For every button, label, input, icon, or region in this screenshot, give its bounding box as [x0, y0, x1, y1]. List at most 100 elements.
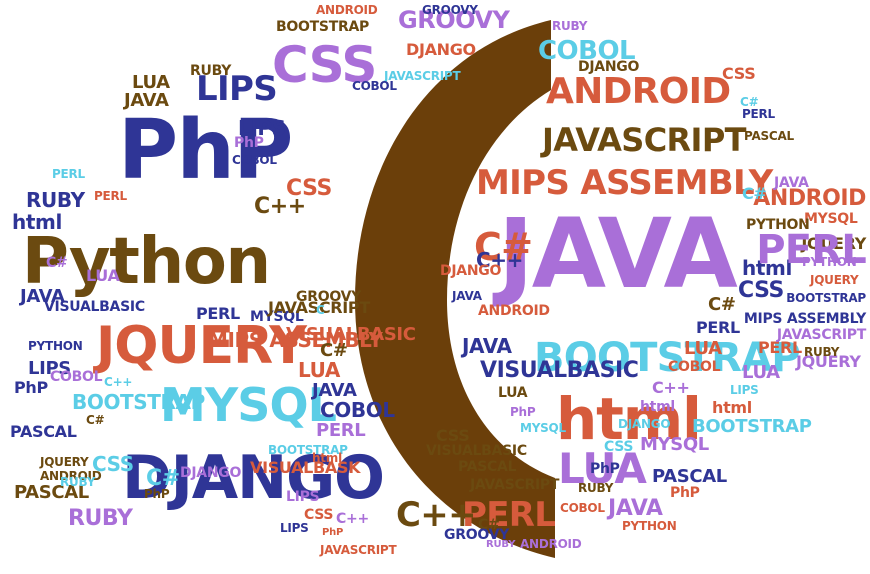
word-css: CSS — [272, 36, 377, 94]
word-javascript: JAVASCRIPT — [470, 477, 560, 493]
word-html: html — [312, 451, 342, 465]
word-groovy: GROOVY — [422, 3, 478, 17]
word-c-: C# — [740, 95, 759, 109]
word-php: PhP — [322, 527, 344, 538]
word-lua: LUA — [742, 362, 780, 383]
word-html: html — [712, 398, 752, 417]
word-javascript: JAVASCRIPT — [268, 298, 370, 317]
word-bootstrap: BOOTSTRAP — [276, 19, 370, 35]
word-cobol: COBOL — [352, 79, 397, 93]
word-c-: C# — [478, 517, 500, 533]
word-lua: LUA — [86, 266, 120, 285]
word-jquery: JQUERY — [810, 273, 859, 287]
word-c-: C++ — [336, 511, 369, 527]
word-android: ANDROID — [520, 537, 582, 551]
word-c-: C++ — [652, 378, 690, 397]
word-php: PhP — [144, 487, 170, 501]
word-java: JAVA — [498, 198, 738, 310]
word-lua: LUA — [132, 72, 170, 93]
word-css: CSS — [304, 507, 334, 523]
word-php: PhP — [118, 103, 293, 198]
word-cobol: COBOL — [560, 501, 605, 515]
word-javascript: JAVASCRIPT — [320, 543, 397, 557]
word-c-: C++ — [476, 248, 523, 272]
word-c-: C# — [46, 255, 68, 271]
word-javascript: JAVASCRIPT — [542, 121, 746, 159]
word-css: CSS — [436, 426, 470, 445]
word-pascal: PASCAL — [652, 466, 727, 487]
word-mips-assembly: MIPS ASSEMBLY — [743, 311, 866, 327]
word-c-: C++ — [104, 375, 133, 389]
word-php: PhP — [670, 485, 700, 501]
word-perl: PERL — [52, 167, 85, 181]
word-android: ANDROID — [546, 71, 731, 112]
word-cobol: COBOL — [668, 359, 721, 375]
word-ruby: RUBY — [486, 539, 516, 550]
word-css: CSS — [92, 452, 134, 476]
word-perl: PERL — [316, 420, 366, 441]
word-lips: LIPS — [280, 521, 309, 535]
word-python: PYTHON — [28, 339, 83, 353]
word-visualbasic: VISUALBASIC — [426, 443, 527, 459]
word-ruby: RUBY — [60, 475, 96, 489]
word-ruby: RUBY — [190, 63, 232, 79]
word-jquery: JQUERY — [796, 352, 861, 371]
word-visualbasic: VISUALBASIC — [44, 299, 145, 315]
word-c-: C# — [86, 413, 105, 427]
word-perl: PERL — [756, 227, 867, 273]
word-pascal: PASCAL — [744, 129, 794, 143]
word-lips: LIPS — [196, 69, 278, 109]
word-python: PYTHON — [622, 519, 677, 533]
word-pascal: PASCAL — [10, 422, 77, 441]
word-django: DJANGO — [122, 443, 385, 513]
word-php: PhP — [14, 378, 48, 397]
word-java: JAVA — [312, 380, 357, 401]
word-html: html — [742, 256, 792, 280]
word-django: DJANGO — [578, 59, 640, 75]
word-django: DJANGO — [618, 417, 671, 431]
word-ruby: RUBY — [804, 345, 840, 359]
word-cobol: COBOL — [320, 398, 395, 422]
word-javascript: JAVASCRIPT — [384, 69, 461, 83]
word-ruby: RUBY — [578, 481, 614, 495]
word-lua: LUA — [498, 385, 528, 401]
word-mysql: MYSQL — [160, 378, 337, 432]
word-android: ANDROID — [753, 186, 866, 211]
word-html: html — [556, 385, 702, 453]
word-lips: LIPS — [28, 358, 71, 379]
word-groovy: GROOVY — [296, 289, 361, 305]
word-css: CSS — [286, 176, 332, 201]
word-python: PYTHON — [746, 217, 810, 233]
word-pascal: PASCAL — [458, 459, 517, 475]
word-c-: C# — [474, 225, 533, 269]
word-ruby: RUBY — [68, 506, 133, 531]
word-c-: C# — [742, 184, 767, 203]
word-mysql: MYSQL — [520, 421, 566, 435]
word-jquery: JQUERY — [801, 234, 866, 253]
word-c-: C# — [708, 294, 736, 315]
word-html: html — [640, 399, 675, 415]
word-perl: PERL — [94, 189, 127, 203]
word-python: PYTHON — [802, 255, 857, 269]
word-c-: C# — [146, 466, 180, 491]
word-lips: LIPS — [238, 116, 286, 140]
word-lua: LUA — [684, 338, 722, 359]
word-java: JAVA — [124, 90, 169, 111]
word-groovy: GROOVY — [398, 6, 510, 34]
word-perl: PERL — [462, 495, 556, 535]
word-lips: LIPS — [286, 489, 320, 505]
word-java: JAVA — [608, 496, 663, 521]
word-bootstrap: BOOTSTRAP — [72, 390, 205, 414]
word-javascript: JAVASCRIPT — [776, 327, 866, 343]
word-c: C — [316, 303, 325, 317]
word-java: JAVA — [20, 286, 65, 307]
word-java: JAVA — [452, 289, 482, 303]
word-cobol: COBOL — [232, 153, 277, 167]
word-lua: LUA — [298, 358, 340, 382]
word-css: CSS — [738, 278, 784, 303]
word-visualbask: VISUALBASK — [250, 458, 361, 477]
word-mysql: MYSQL — [640, 434, 709, 455]
word-bootstrap: BOOTSTRAP — [692, 416, 812, 437]
word-lips: LIPS — [730, 383, 759, 397]
